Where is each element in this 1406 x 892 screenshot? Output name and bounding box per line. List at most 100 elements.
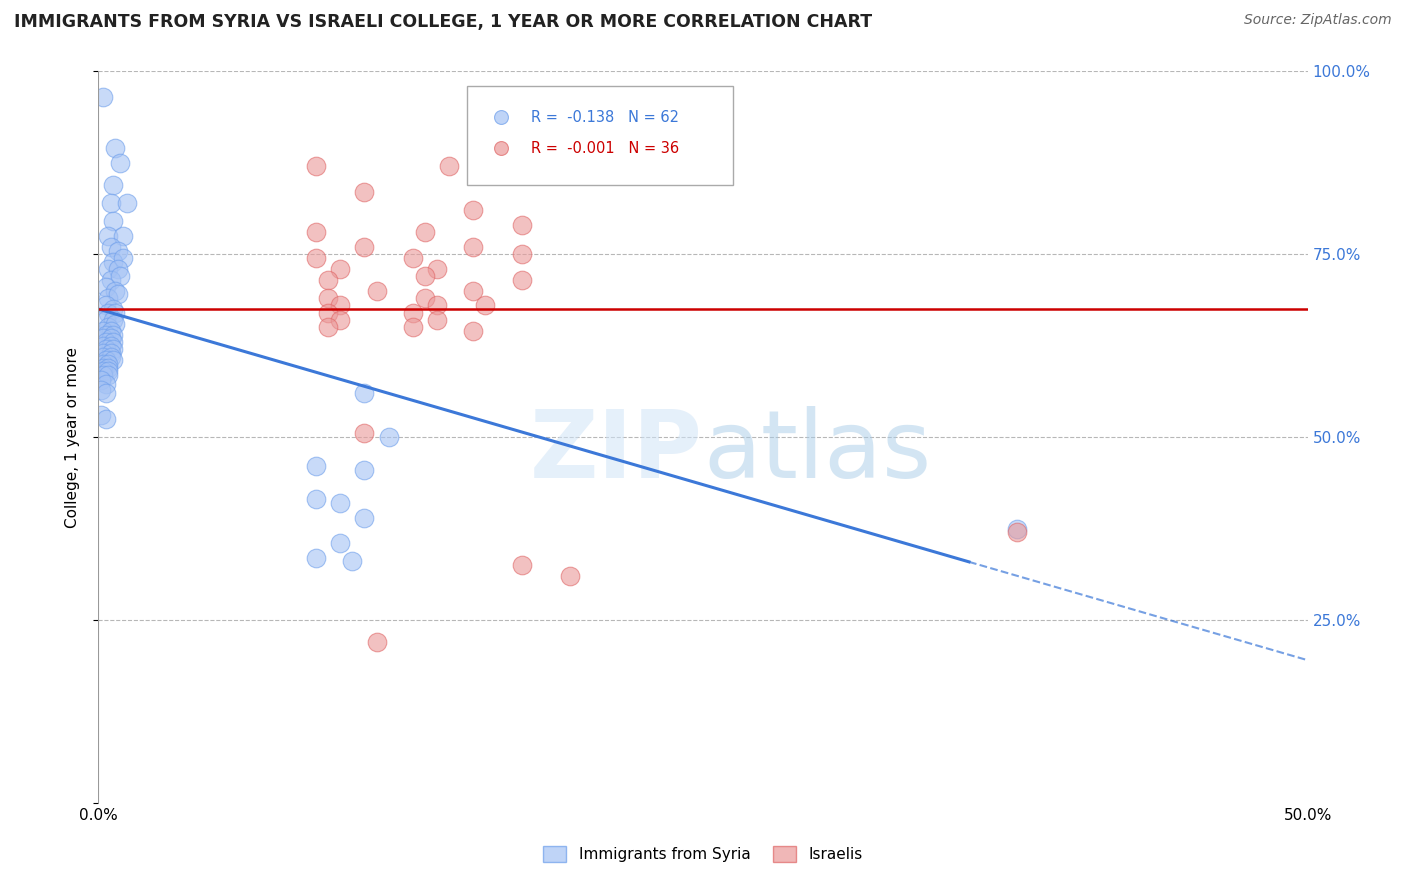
Point (107, 244, 129, 258)
Point (107, 261, 129, 276)
Point (97, 364, 120, 378)
Point (101, 327, 124, 342)
Point (90, 383, 112, 397)
Point (402, 320, 425, 334)
Point (316, 306, 339, 320)
Text: Source: ZipAtlas.com: Source: ZipAtlas.com (1244, 13, 1392, 28)
Point (413, 225, 436, 239)
Point (101, 334, 124, 349)
Point (316, 273, 339, 287)
Point (91, 368, 114, 382)
Point (107, 287, 129, 301)
Point (91, 346, 114, 360)
Point (474, 298, 496, 312)
Point (558, 569, 581, 583)
Point (1007, 521, 1029, 535)
Point (91, 331, 114, 345)
Text: atlas: atlas (703, 406, 931, 498)
Point (463, 240, 485, 254)
Point (305, 160, 328, 174)
Point (1007, 525, 1029, 540)
Point (426, 261, 449, 276)
Point (101, 301, 124, 317)
Point (94, 280, 117, 294)
Point (94, 343, 117, 357)
Point (366, 284, 388, 298)
Text: R =  -0.001   N = 36: R = -0.001 N = 36 (531, 141, 679, 156)
Point (111, 228, 134, 243)
Point (100, 331, 122, 345)
Point (316, 291, 339, 305)
Point (305, 251, 328, 265)
Point (342, 554, 364, 568)
Point (101, 353, 124, 368)
Point (90, 373, 112, 387)
Point (104, 141, 127, 155)
Point (893, 111, 915, 125)
Text: R =  -0.138   N = 62: R = -0.138 N = 62 (531, 110, 679, 125)
FancyBboxPatch shape (467, 86, 734, 185)
Point (437, 160, 460, 174)
Point (91, 350, 114, 364)
Point (94, 386, 117, 401)
Point (305, 459, 328, 474)
Point (329, 313, 352, 327)
Point (104, 284, 127, 298)
Point (426, 298, 449, 312)
Point (510, 558, 533, 573)
Point (91, 90, 114, 104)
Point (97, 357, 120, 371)
Point (100, 346, 122, 360)
Point (100, 273, 122, 287)
Point (94, 412, 117, 426)
Point (97, 306, 120, 320)
Point (94, 298, 117, 312)
Point (100, 338, 122, 352)
Point (97, 320, 120, 334)
Point (463, 324, 485, 338)
Y-axis label: College, 1 year or more: College, 1 year or more (65, 347, 80, 527)
Point (94, 353, 117, 368)
Point (353, 510, 375, 524)
Point (377, 430, 399, 444)
Point (97, 228, 120, 243)
Point (893, 141, 915, 155)
Point (329, 536, 352, 550)
Point (366, 635, 388, 649)
Point (402, 251, 425, 265)
Point (353, 386, 375, 401)
Point (305, 225, 328, 239)
Point (101, 254, 124, 268)
Point (101, 178, 124, 192)
Point (108, 269, 131, 284)
Point (413, 269, 436, 284)
Text: ZIP: ZIP (530, 406, 703, 498)
Point (91, 357, 114, 371)
Point (353, 426, 375, 441)
Point (111, 251, 134, 265)
Point (91, 360, 114, 375)
Point (316, 320, 339, 334)
Point (108, 156, 131, 170)
Point (104, 306, 127, 320)
Point (117, 196, 139, 211)
Point (91, 324, 114, 338)
Point (101, 343, 124, 357)
Point (329, 496, 352, 510)
Point (305, 550, 328, 565)
Point (402, 306, 425, 320)
Point (510, 247, 533, 261)
Point (305, 492, 328, 507)
Point (463, 203, 485, 218)
Point (104, 317, 127, 331)
Point (97, 261, 120, 276)
Point (101, 313, 124, 327)
Point (426, 313, 449, 327)
Point (90, 408, 112, 422)
Point (94, 327, 117, 342)
Point (97, 291, 120, 305)
Point (100, 324, 122, 338)
Point (353, 240, 375, 254)
Point (94, 377, 117, 392)
Legend: Immigrants from Syria, Israelis: Immigrants from Syria, Israelis (537, 840, 869, 868)
